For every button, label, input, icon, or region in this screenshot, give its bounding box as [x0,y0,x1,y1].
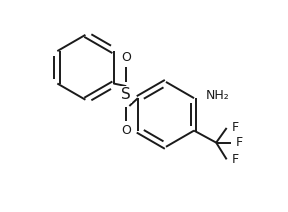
Text: O: O [121,124,131,137]
Text: F: F [236,136,243,149]
Text: S: S [121,87,131,102]
Text: F: F [232,153,239,166]
Text: F: F [232,121,239,134]
Text: NH₂: NH₂ [206,89,229,102]
Text: O: O [121,51,131,64]
